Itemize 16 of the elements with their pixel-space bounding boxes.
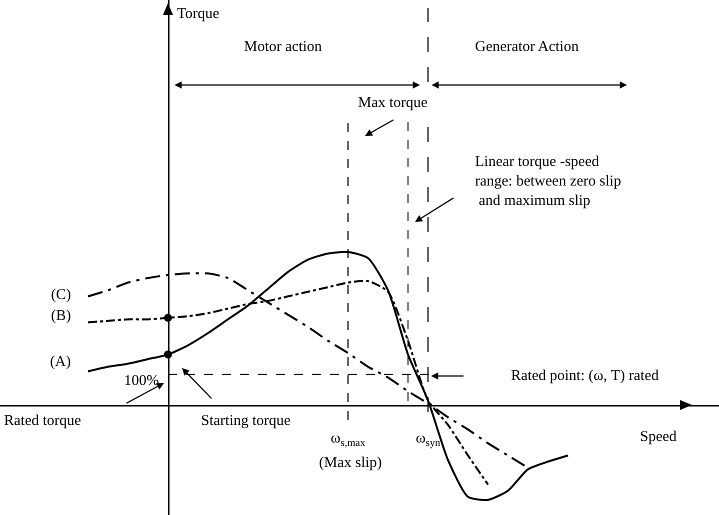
series-label: (B) — [51, 308, 71, 324]
x-tick-label: ω$_{s,max}$ — [330, 430, 366, 449]
text: Linear torque -speed range: between zero slip and maximum slip — [475, 154, 622, 209]
series-label: (C) — [51, 287, 71, 303]
annotation: (Max slip) — [319, 455, 382, 471]
text: Generator Action — [475, 39, 580, 55]
text: Motor action — [244, 39, 322, 55]
text: Torque — [177, 6, 220, 22]
annotation: 100% — [124, 373, 159, 389]
x-tick-label: ω$_{syn}$ — [416, 430, 441, 449]
x-axis-title: Speed — [640, 429, 678, 445]
text: Max torque — [358, 95, 428, 111]
annotation: Rated torque — [4, 413, 82, 429]
annotation: Rated point: (ω, T) rated — [511, 368, 660, 384]
series-label: (A) — [50, 354, 71, 370]
annotation: Starting torque — [201, 413, 291, 429]
